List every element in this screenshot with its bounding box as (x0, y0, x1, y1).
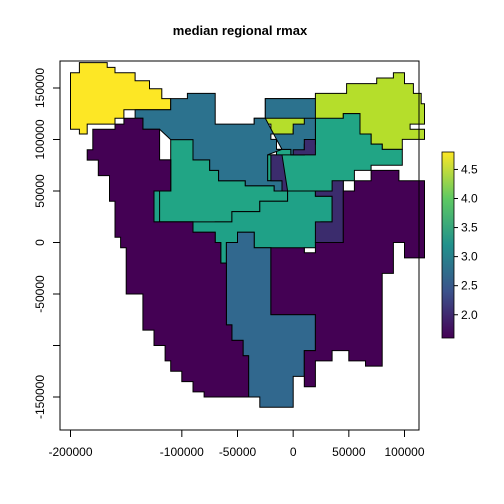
legend-tick-label: 3.0 (461, 250, 478, 264)
region-layer (70, 62, 425, 408)
y-tick-label: 150000 (33, 68, 47, 108)
x-tick-label: -50000 (219, 445, 257, 459)
x-tick-label: 50000 (332, 445, 366, 459)
y-tick-label: 0 (33, 239, 47, 246)
y-tick-label: -150000 (33, 375, 47, 419)
region-northeast-inner (270, 139, 344, 243)
y-tick-label: 50000 (33, 174, 47, 208)
color-legend: 2.0 2.5 3.0 3.5 4.0 4.5 (441, 151, 478, 339)
legend-tick-label: 3.5 (461, 221, 478, 235)
map-title: median regional rmax (173, 23, 308, 38)
legend-color-bar (441, 151, 455, 339)
x-axis: -200000 -100000 -50000 0 50000 100000 (48, 429, 425, 459)
legend-tick-label: 4.5 (461, 162, 478, 176)
y-axis: -150000 -50000 0 50000 100000 150000 (33, 68, 61, 419)
x-tick-label: 100000 (384, 445, 424, 459)
x-tick-label: -100000 (160, 445, 204, 459)
legend-tick-label: 2.0 (461, 308, 478, 322)
region-central (134, 92, 316, 192)
region-northwest (70, 62, 172, 135)
y-tick-label: 100000 (33, 119, 47, 159)
legend-tick-label: 2.5 (461, 279, 478, 293)
x-tick-label: -200000 (48, 445, 92, 459)
y-tick-label: -50000 (33, 275, 47, 313)
region-southeast (270, 169, 425, 388)
x-tick-label: 0 (290, 445, 297, 459)
legend-tick-label: 4.0 (461, 192, 478, 206)
region-west (86, 117, 250, 398)
